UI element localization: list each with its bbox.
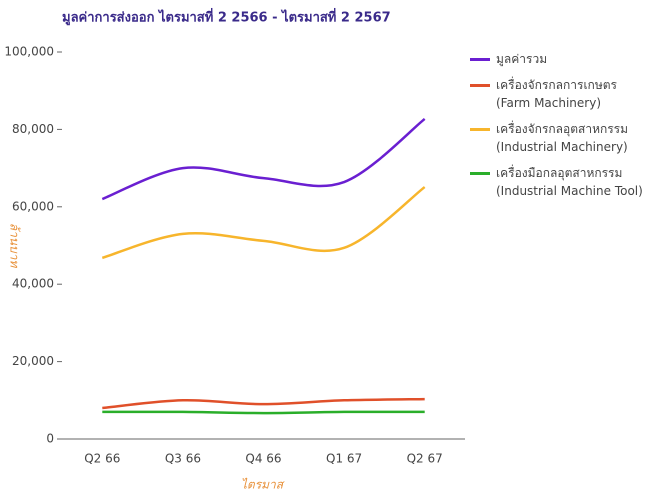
series-line	[101, 117, 426, 201]
legend-swatch	[470, 128, 490, 131]
y-tick-label: 60,000	[12, 199, 54, 213]
legend: มูลค่ารวมเครื่องจักรกลการเกษตร (Farm Mac…	[470, 50, 648, 208]
x-tick-label: Q2 66	[84, 452, 120, 466]
legend-label: เครื่องจักรกลอุตสาหกรรม (Industrial Mach…	[496, 122, 629, 154]
legend-swatch	[470, 84, 490, 87]
legend-item: มูลค่ารวม	[470, 50, 648, 68]
x-tick-label: Q4 66	[245, 452, 281, 466]
y-tick-label: 40,000	[12, 277, 54, 291]
x-axis-label: ไตรมาส	[241, 478, 285, 492]
y-axis-label: ล้านบาท	[8, 223, 22, 269]
legend-label: เครื่องจักรกลการเกษตร (Farm Machinery)	[496, 78, 617, 110]
y-tick-label: 100,000	[4, 45, 54, 59]
x-tick-label: Q1 67	[326, 452, 362, 466]
legend-item: เครื่องจักรกลการเกษตร (Farm Machinery)	[470, 76, 648, 112]
legend-item: เครื่องมือกลอุตสาหกรรม (Industrial Machi…	[470, 164, 648, 200]
legend-label: มูลค่ารวม	[496, 52, 548, 66]
y-tick-label: 0	[46, 432, 54, 446]
legend-swatch	[470, 58, 490, 61]
x-tick-label: Q3 66	[165, 452, 201, 466]
series-line	[101, 186, 426, 260]
chart-title: มูลค่าการส่งออก ไตรมาสที่ 2 2566 - ไตรมา…	[62, 8, 391, 26]
series-line	[102, 397, 425, 410]
legend-label: เครื่องมือกลอุตสาหกรรม (Industrial Machi…	[496, 166, 643, 198]
series-line	[102, 410, 425, 415]
legend-swatch	[470, 172, 490, 175]
legend-item: เครื่องจักรกลอุตสาหกรรม (Industrial Mach…	[470, 120, 648, 156]
y-tick-label: 20,000	[12, 354, 54, 368]
x-tick-label: Q2 67	[407, 452, 443, 466]
y-tick-label: 80,000	[12, 122, 54, 136]
